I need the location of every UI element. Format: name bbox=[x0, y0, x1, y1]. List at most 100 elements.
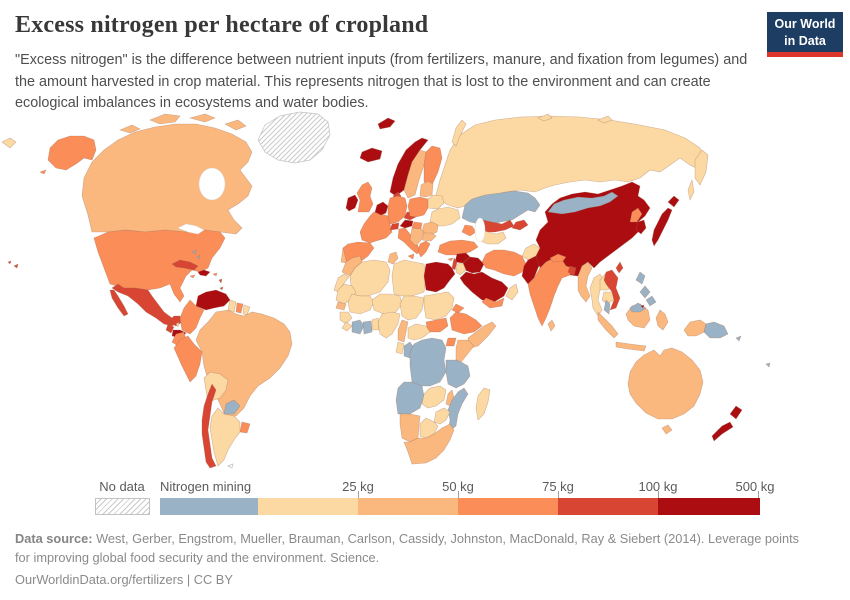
region-nepal[interactable] bbox=[549, 253, 567, 263]
legend-swatch-mining[interactable] bbox=[160, 498, 258, 515]
region-indonesia-java[interactable] bbox=[615, 341, 647, 352]
region-new-zealand-north[interactable] bbox=[729, 405, 743, 420]
region-switzerland[interactable] bbox=[389, 222, 400, 231]
region-cote-divoire[interactable] bbox=[351, 319, 365, 335]
region-guyana[interactable] bbox=[227, 299, 237, 313]
region-guinea[interactable] bbox=[339, 311, 353, 325]
region-oman[interactable] bbox=[505, 283, 519, 301]
region-malaysia-borneo[interactable] bbox=[629, 302, 647, 313]
region-vietnam[interactable] bbox=[603, 269, 621, 311]
region-tanzania[interactable] bbox=[445, 359, 471, 389]
region-ghana[interactable] bbox=[362, 320, 373, 335]
region-indonesia-sumatra[interactable] bbox=[597, 311, 619, 339]
region-uruguay[interactable] bbox=[239, 421, 251, 434]
region-kyrgyzstan-tajikistan[interactable] bbox=[511, 219, 529, 231]
region-tasmania[interactable] bbox=[661, 424, 673, 435]
region-russia-kamchatka[interactable] bbox=[694, 149, 709, 186]
region-myanmar[interactable] bbox=[577, 261, 593, 303]
region-greece[interactable] bbox=[417, 240, 431, 258]
region-puerto-rico[interactable] bbox=[212, 272, 218, 277]
region-canada-arctic3[interactable] bbox=[224, 119, 247, 131]
region-saudi-arabia[interactable] bbox=[459, 271, 509, 303]
region-gabon[interactable] bbox=[395, 341, 405, 355]
region-cameroon[interactable] bbox=[397, 319, 409, 343]
region-austria[interactable] bbox=[399, 219, 414, 229]
region-canada-arctic1[interactable] bbox=[149, 113, 181, 125]
region-japan-hokkaido[interactable] bbox=[667, 195, 680, 208]
region-uk[interactable] bbox=[356, 181, 374, 213]
region-zambia[interactable] bbox=[421, 385, 447, 409]
legend-swatch-25-50[interactable] bbox=[358, 498, 458, 515]
region-benelux[interactable] bbox=[374, 201, 389, 216]
region-greenland[interactable] bbox=[257, 111, 331, 164]
region-philippines[interactable] bbox=[635, 271, 657, 307]
region-chad[interactable] bbox=[399, 295, 425, 321]
region-somalia[interactable] bbox=[467, 321, 497, 349]
region-sierra-leone-liberia[interactable] bbox=[341, 321, 353, 332]
region-taiwan[interactable] bbox=[615, 261, 624, 274]
legend-swatch-0-25[interactable] bbox=[258, 498, 358, 515]
region-ethiopia[interactable] bbox=[449, 311, 483, 335]
region-namibia[interactable] bbox=[399, 413, 421, 443]
region-lesser-antilles[interactable] bbox=[218, 278, 224, 291]
region-canada-arctic2[interactable] bbox=[188, 113, 216, 123]
region-paraguay[interactable] bbox=[223, 399, 241, 415]
region-senegal[interactable] bbox=[335, 301, 347, 311]
region-cuba[interactable] bbox=[171, 259, 199, 271]
region-germany[interactable] bbox=[387, 195, 408, 225]
region-ukraine[interactable] bbox=[429, 206, 461, 227]
region-india[interactable] bbox=[527, 257, 573, 327]
region-iceland[interactable] bbox=[359, 147, 383, 163]
region-usa[interactable] bbox=[93, 229, 226, 303]
region-guatemala[interactable] bbox=[165, 323, 175, 334]
region-poland[interactable] bbox=[407, 196, 429, 218]
legend-swatch-no-data[interactable] bbox=[95, 498, 150, 515]
region-peru[interactable] bbox=[173, 335, 203, 383]
region-chile[interactable] bbox=[201, 383, 217, 469]
region-russia-arctic-isle[interactable] bbox=[537, 113, 553, 122]
region-indonesia-papua[interactable] bbox=[683, 319, 707, 337]
region-australia[interactable] bbox=[627, 347, 704, 420]
region-yemen[interactable] bbox=[481, 297, 505, 309]
region-israel-lebanon[interactable] bbox=[451, 257, 458, 271]
region-nigeria[interactable] bbox=[377, 311, 401, 339]
region-egypt[interactable] bbox=[423, 261, 456, 293]
region-novaya-zemlya[interactable] bbox=[451, 119, 467, 147]
region-libya[interactable] bbox=[391, 259, 427, 297]
region-jordan[interactable] bbox=[455, 262, 467, 276]
region-angola[interactable] bbox=[395, 381, 425, 415]
region-bangladesh[interactable] bbox=[567, 265, 577, 277]
region-solomon-islands[interactable] bbox=[735, 335, 742, 342]
region-balkans[interactable] bbox=[409, 227, 425, 247]
legend-swatch-50-75[interactable] bbox=[458, 498, 558, 515]
region-south-sudan[interactable] bbox=[425, 317, 449, 333]
region-belize[interactable] bbox=[175, 321, 180, 328]
region-japan[interactable] bbox=[651, 207, 673, 247]
region-sudan[interactable] bbox=[423, 291, 455, 321]
region-italy-sicily[interactable] bbox=[407, 253, 415, 260]
region-belarus[interactable] bbox=[427, 194, 445, 210]
region-italy[interactable] bbox=[397, 227, 421, 255]
region-turkey[interactable] bbox=[437, 239, 479, 256]
region-papua-new-guinea[interactable] bbox=[703, 321, 729, 339]
region-mexico-baja[interactable] bbox=[109, 289, 129, 317]
region-russia-chukotka-wrap[interactable] bbox=[1, 137, 17, 149]
region-france[interactable] bbox=[359, 211, 393, 244]
region-syria[interactable] bbox=[454, 252, 471, 264]
region-sri-lanka[interactable] bbox=[547, 319, 556, 332]
region-mauritania[interactable] bbox=[335, 283, 357, 305]
region-bahamas[interactable] bbox=[191, 249, 201, 260]
region-hispaniola[interactable] bbox=[197, 269, 211, 277]
region-malaysia-peninsula[interactable] bbox=[603, 299, 611, 315]
region-alaska[interactable] bbox=[47, 135, 97, 171]
citation-line[interactable]: OurWorldinData.org/fertilizers | CC BY bbox=[15, 572, 233, 588]
region-uganda[interactable] bbox=[445, 337, 457, 347]
region-falkland-islands[interactable] bbox=[227, 463, 234, 469]
region-argentina[interactable] bbox=[209, 407, 241, 467]
region-new-zealand-south[interactable] bbox=[711, 421, 734, 442]
region-colombia[interactable] bbox=[179, 299, 205, 335]
region-venezuela[interactable] bbox=[195, 289, 231, 311]
region-aleutians[interactable] bbox=[39, 169, 47, 175]
region-suriname[interactable] bbox=[235, 302, 244, 314]
region-brunei[interactable] bbox=[640, 304, 645, 309]
